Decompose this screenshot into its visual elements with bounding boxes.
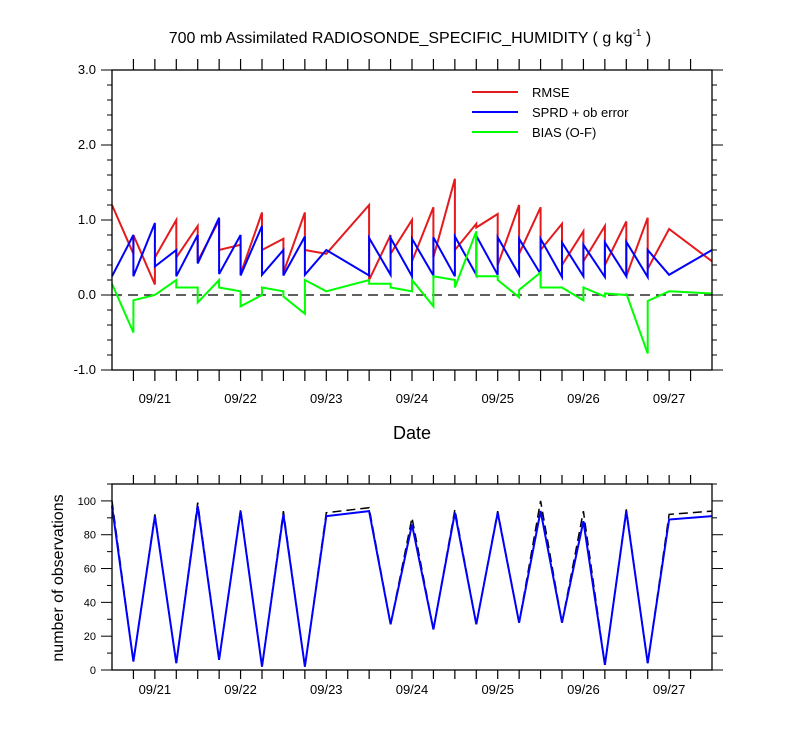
series-line-sprd-ob-error xyxy=(111,217,713,281)
top-chart-title: 700 mb Assimilated RADIOSONDE_SPECIFIC_H… xyxy=(169,28,652,47)
x-tick-label: 09/24 xyxy=(396,391,429,406)
legend-label-sprd-ob-error: SPRD + ob error xyxy=(532,105,629,120)
y-tick-label: 20 xyxy=(84,631,96,643)
legend-label-bias-o-f: BIAS (O-F) xyxy=(532,125,596,140)
x-tick-label: 09/23 xyxy=(310,682,343,697)
x-tick-label: 09/26 xyxy=(567,391,600,406)
series-line-assimilated xyxy=(111,505,713,667)
top-plot-area: -1.0 0.0 1.0 2.0 3.0 09/21 09/22 09/23 09/24 09/2… xyxy=(74,59,723,406)
x-tick-label: 09/21 xyxy=(139,682,172,697)
legend-label-rmse: RMSE xyxy=(532,85,570,100)
bottom-plot-area: 0 20 40 60 80 100 09/21 09/22 09/23 09/24 09/25 09/… xyxy=(78,475,723,697)
y-tick-label: 40 xyxy=(84,597,96,609)
y-tick-label: 1.0 xyxy=(78,212,96,227)
y-tick-label: 2.0 xyxy=(78,137,96,152)
x-tick-label: 09/21 xyxy=(139,391,172,406)
y-tick-label: 0 xyxy=(90,665,96,677)
x-tick-label: 09/22 xyxy=(224,682,257,697)
x-tick-label: 09/27 xyxy=(653,391,686,406)
y-tick-label: -1.0 xyxy=(74,362,96,377)
y-tick-label: 0.0 xyxy=(78,287,96,302)
x-tick-label: 09/25 xyxy=(481,682,514,697)
y-tick-label: 3.0 xyxy=(78,62,96,77)
y-tick-label: 100 xyxy=(78,496,96,508)
y-tick-label: 60 xyxy=(84,564,96,576)
x-tick-label: 09/26 xyxy=(567,682,600,697)
series-line-bias-o-f xyxy=(111,230,713,354)
x-tick-label: 09/27 xyxy=(653,682,686,697)
bottom-y-axis-label: number of observations xyxy=(50,494,67,661)
plot-frame xyxy=(111,483,713,671)
top-x-axis-label: Date xyxy=(393,423,431,443)
x-tick-label: 09/25 xyxy=(481,391,514,406)
x-tick-label: 09/22 xyxy=(224,391,257,406)
x-tick-label: 09/24 xyxy=(396,682,429,697)
x-tick-label: 09/23 xyxy=(310,391,343,406)
y-tick-label: 80 xyxy=(84,530,96,542)
